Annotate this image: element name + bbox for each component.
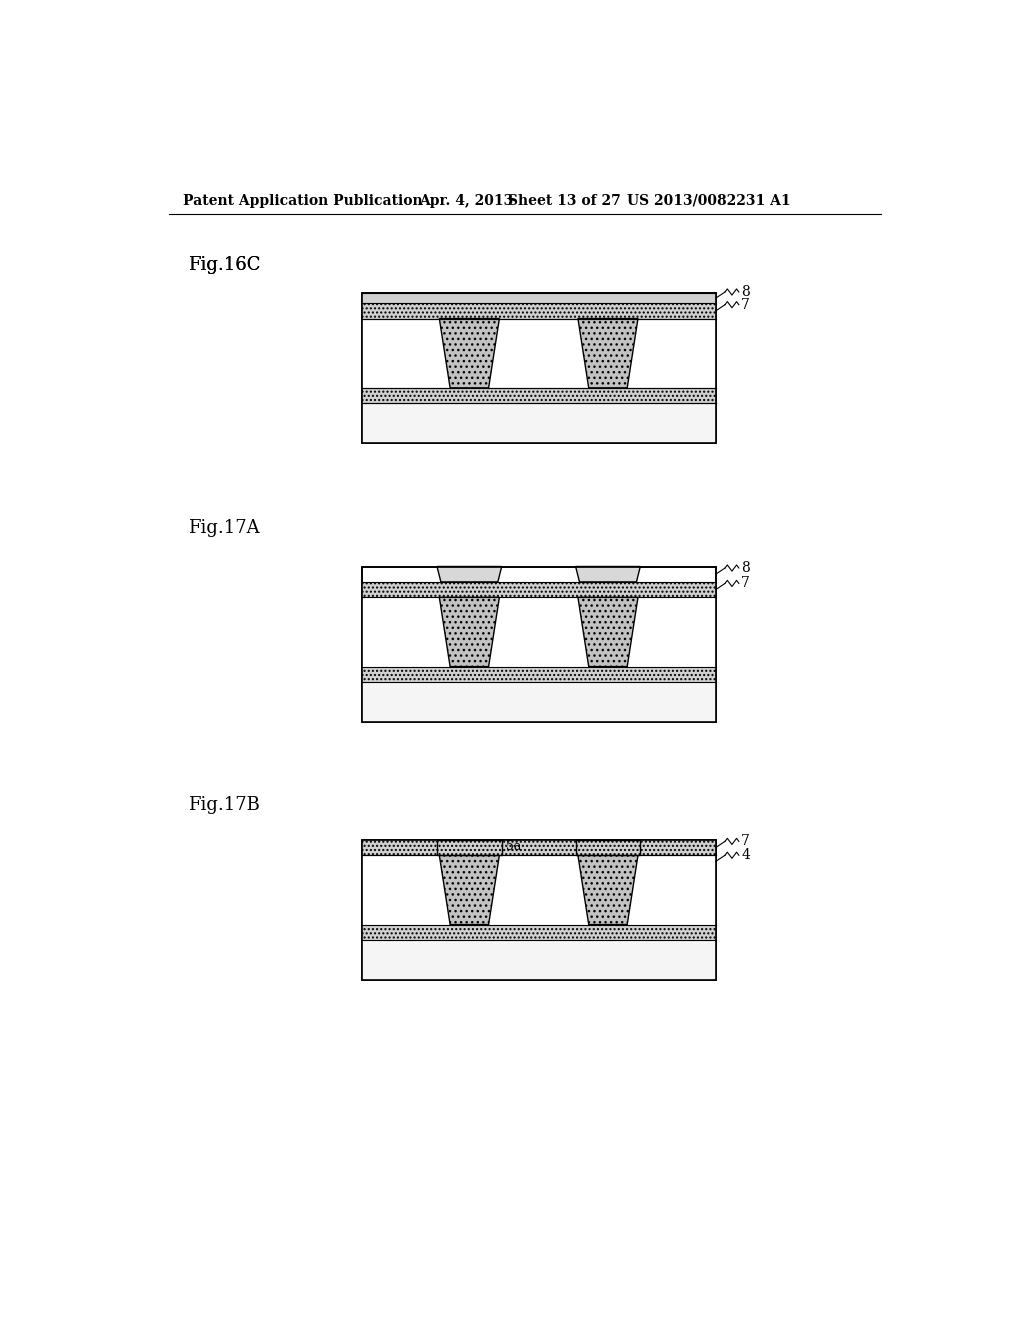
- Bar: [361, 598, 716, 667]
- Text: 5b: 5b: [585, 840, 624, 853]
- Text: Sheet 13 of 27: Sheet 13 of 27: [508, 194, 621, 207]
- Bar: [361, 840, 716, 979]
- Polygon shape: [439, 855, 500, 924]
- Text: US 2013/0082231 A1: US 2013/0082231 A1: [628, 194, 791, 207]
- Polygon shape: [437, 566, 502, 582]
- Text: 8: 8: [741, 561, 750, 576]
- Text: Fig.17B: Fig.17B: [188, 796, 260, 814]
- Text: 8: 8: [741, 285, 750, 300]
- Bar: [437, 840, 502, 855]
- Polygon shape: [578, 855, 638, 924]
- Text: Apr. 4, 2013: Apr. 4, 2013: [419, 194, 514, 207]
- Text: Fig.17A: Fig.17A: [188, 519, 260, 537]
- Bar: [361, 682, 716, 722]
- Bar: [361, 667, 716, 682]
- Bar: [361, 293, 716, 444]
- Bar: [361, 840, 716, 979]
- Bar: [361, 566, 716, 722]
- Text: 4: 4: [741, 849, 750, 862]
- Polygon shape: [578, 318, 638, 388]
- Text: 7: 7: [741, 298, 750, 312]
- Bar: [361, 840, 716, 855]
- Polygon shape: [578, 598, 638, 667]
- Bar: [575, 840, 640, 855]
- Bar: [361, 293, 716, 444]
- Bar: [361, 304, 716, 318]
- Polygon shape: [439, 318, 500, 388]
- Polygon shape: [439, 598, 500, 667]
- Bar: [361, 924, 716, 940]
- Text: 7: 7: [741, 834, 750, 849]
- Text: 5a: 5a: [498, 840, 521, 853]
- Text: 150: 150: [433, 840, 457, 853]
- Text: 7: 7: [741, 577, 750, 590]
- Text: Fig.16C: Fig.16C: [188, 256, 261, 273]
- Bar: [361, 293, 716, 304]
- Text: Patent Application Publication: Patent Application Publication: [183, 194, 423, 207]
- Text: Fig.16C: Fig.16C: [188, 256, 261, 273]
- Bar: [361, 318, 716, 388]
- Bar: [361, 855, 716, 924]
- Bar: [361, 404, 716, 444]
- Bar: [361, 388, 716, 404]
- Bar: [361, 582, 716, 598]
- Polygon shape: [575, 566, 640, 582]
- Bar: [361, 940, 716, 979]
- Bar: [361, 566, 716, 722]
